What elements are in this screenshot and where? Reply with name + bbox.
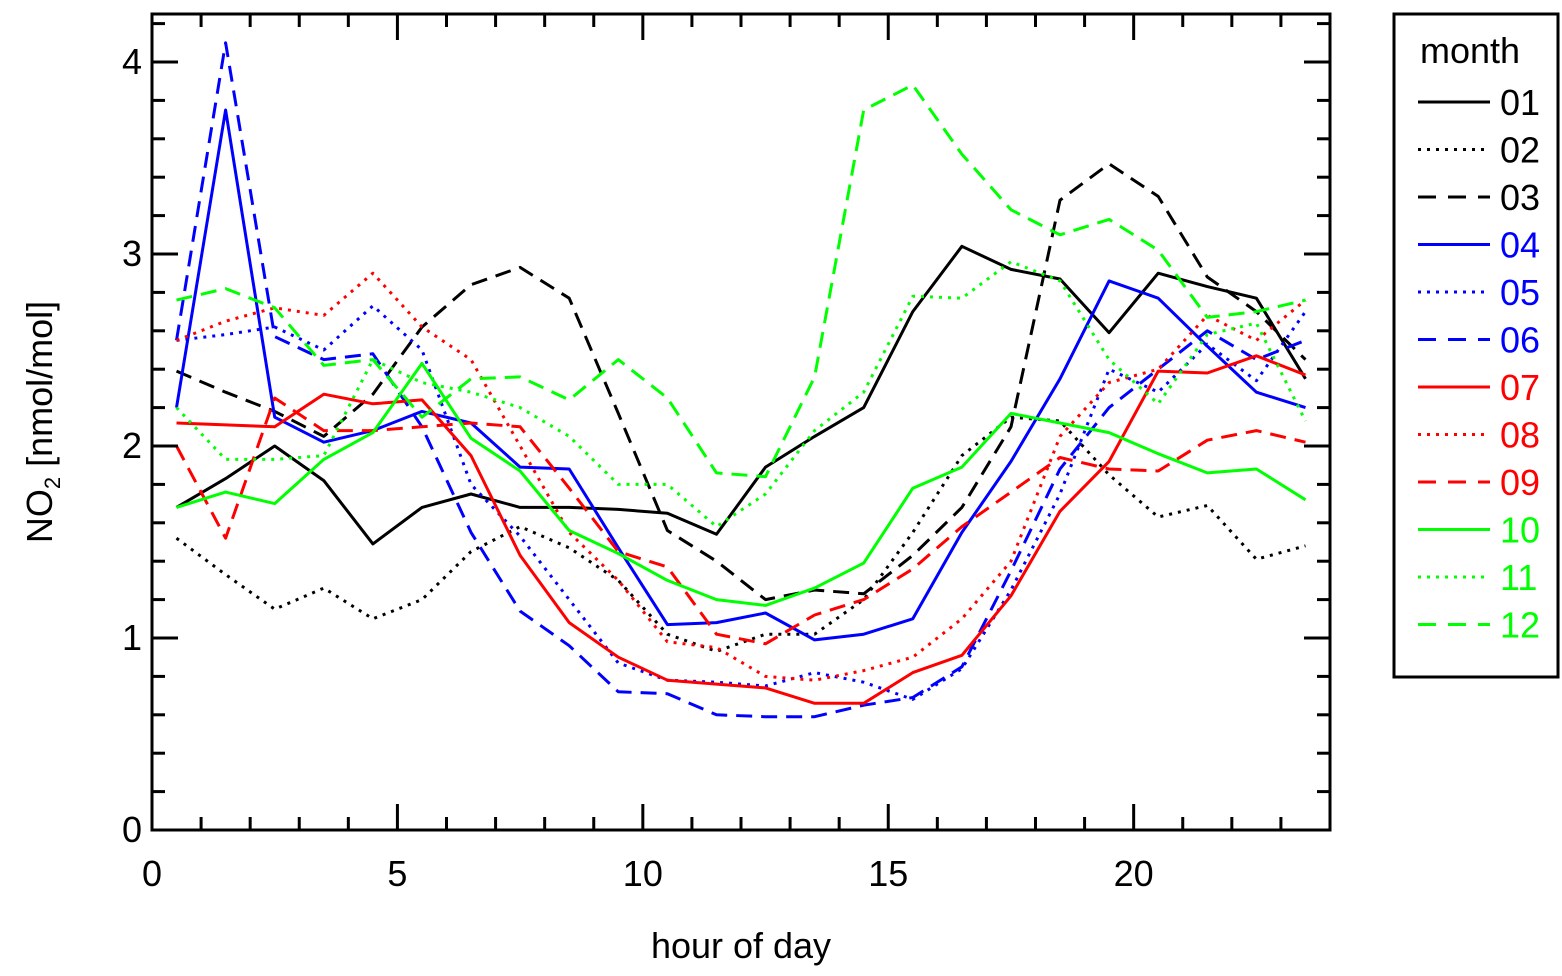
legend-box <box>1392 12 1560 679</box>
legend-label-05: 05 <box>1500 272 1540 313</box>
legend-label-07: 07 <box>1500 367 1540 408</box>
x-tick-label-20: 20 <box>1114 853 1154 894</box>
series-line-10 <box>176 361 1307 607</box>
series-line-06 <box>175 41 1307 719</box>
legend-label-11: 11 <box>1500 557 1537 598</box>
x-tick-label-0: 0 <box>142 853 162 894</box>
legend-label-01: 01 <box>1500 82 1540 123</box>
series-line-09 <box>175 396 1306 646</box>
x-axis-label: hour of day <box>651 925 831 966</box>
x-tick-label-5: 5 <box>387 853 407 894</box>
legend-label-02: 02 <box>1500 130 1540 171</box>
series-line-04 <box>175 108 1306 642</box>
y-tick-label-0: 0 <box>122 809 142 850</box>
series-lines <box>175 41 1307 719</box>
x-tick-label-15: 15 <box>868 853 908 894</box>
y-tick-label-2: 2 <box>122 425 142 466</box>
legend: month 01 02 03 04 05 06 07 08 09 10 11 12 <box>1392 12 1560 679</box>
y-tick-label-4: 4 <box>122 41 142 82</box>
legend-label-03: 03 <box>1500 177 1540 218</box>
series-line-05 <box>176 304 1307 701</box>
axis-ticks <box>152 14 1330 830</box>
legend-label-12: 12 <box>1500 605 1540 646</box>
series-line-07 <box>176 354 1307 705</box>
series-line-01 <box>175 244 1307 546</box>
tick-labels: 0 5 10 15 20 0 1 2 3 4 <box>122 41 1154 894</box>
series-line-02 <box>175 415 1306 653</box>
y-tick-label-1: 1 <box>122 617 142 658</box>
series-line-11 <box>175 260 1307 529</box>
series-line-08 <box>175 271 1307 682</box>
y-axis-label-unit: [nmol/mol] <box>19 301 60 477</box>
y-tick-label-3: 3 <box>122 233 142 274</box>
legend-label-06: 06 <box>1500 320 1540 361</box>
legend-title: month <box>1420 30 1520 71</box>
series-line-12 <box>176 83 1306 479</box>
legend-entries: 01 02 03 04 05 06 07 08 09 10 11 12 <box>1418 82 1540 646</box>
plot-frame <box>150 12 1332 832</box>
y-axis-label: NO2 [nmol/mol] <box>19 301 65 543</box>
legend-label-08: 08 <box>1500 415 1540 456</box>
y-axis-label-main: NO <box>19 489 60 543</box>
legend-label-10: 10 <box>1500 510 1540 551</box>
legend-label-09: 09 <box>1500 462 1540 503</box>
legend-label-04: 04 <box>1500 225 1540 266</box>
series-line-03 <box>175 162 1307 602</box>
y-axis-label-subscript: 2 <box>40 477 65 489</box>
x-tick-label-10: 10 <box>623 853 663 894</box>
